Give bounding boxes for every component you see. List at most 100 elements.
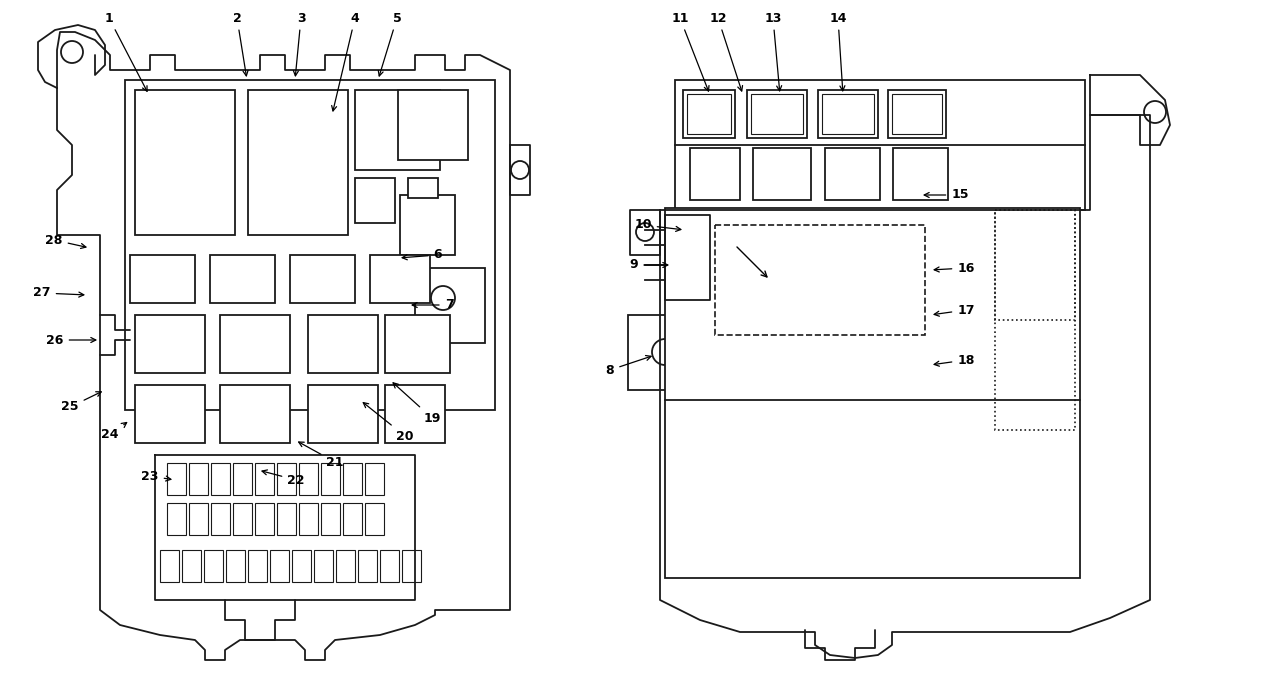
Bar <box>380 550 399 582</box>
Bar <box>166 463 185 495</box>
Bar <box>321 503 340 535</box>
Bar <box>415 268 485 343</box>
Circle shape <box>511 161 530 179</box>
Bar <box>204 550 224 582</box>
Bar <box>690 148 740 200</box>
Bar <box>277 503 296 535</box>
Bar <box>398 90 469 160</box>
Bar <box>124 80 495 410</box>
Circle shape <box>652 339 678 365</box>
Bar <box>888 90 946 138</box>
Bar <box>665 208 1080 578</box>
Bar <box>135 90 235 235</box>
Bar <box>715 225 925 335</box>
Bar <box>130 255 196 303</box>
Bar <box>337 550 356 582</box>
Text: 7: 7 <box>413 299 453 312</box>
Bar <box>994 210 1074 320</box>
Bar <box>683 90 735 138</box>
Text: 21: 21 <box>298 442 344 469</box>
Bar <box>687 94 732 134</box>
Text: 11: 11 <box>672 12 709 91</box>
Bar <box>400 195 455 255</box>
Text: 19: 19 <box>394 383 441 424</box>
Bar <box>277 463 296 495</box>
Text: 3: 3 <box>293 12 305 76</box>
Text: 17: 17 <box>935 303 975 316</box>
Text: 8: 8 <box>606 355 652 376</box>
Text: 23: 23 <box>141 469 171 482</box>
Bar <box>747 90 806 138</box>
Text: 9: 9 <box>630 258 668 271</box>
Text: 26: 26 <box>46 333 95 346</box>
Text: 13: 13 <box>765 12 782 91</box>
Bar <box>232 503 251 535</box>
Text: 2: 2 <box>232 12 248 76</box>
Bar <box>255 503 274 535</box>
Bar <box>826 148 880 200</box>
Circle shape <box>431 286 455 310</box>
Bar <box>343 503 362 535</box>
Bar <box>189 463 208 495</box>
Bar <box>298 503 318 535</box>
Bar <box>403 550 420 582</box>
Bar <box>408 178 438 198</box>
Bar <box>385 315 450 373</box>
Bar <box>893 148 947 200</box>
Text: 16: 16 <box>935 261 974 274</box>
Text: 5: 5 <box>378 12 401 76</box>
Bar <box>892 94 942 134</box>
Text: 10: 10 <box>634 218 681 231</box>
Bar <box>358 550 377 582</box>
Text: 22: 22 <box>262 470 305 486</box>
Bar <box>309 315 378 373</box>
Bar <box>248 90 348 235</box>
Text: 28: 28 <box>46 233 86 248</box>
Bar <box>135 385 204 443</box>
Bar <box>292 550 311 582</box>
Bar <box>166 503 185 535</box>
Bar <box>189 503 208 535</box>
Bar <box>210 255 276 303</box>
Bar <box>248 550 267 582</box>
Bar <box>674 80 1085 210</box>
Text: 12: 12 <box>709 12 743 91</box>
Bar <box>211 463 230 495</box>
Bar <box>220 385 290 443</box>
Text: 27: 27 <box>33 286 84 299</box>
Bar <box>370 255 431 303</box>
Bar <box>271 550 290 582</box>
Bar <box>751 94 803 134</box>
Bar <box>627 315 696 390</box>
Circle shape <box>636 223 654 241</box>
Bar <box>135 315 204 373</box>
Bar <box>818 90 878 138</box>
Bar <box>255 463 274 495</box>
Bar <box>232 463 251 495</box>
Text: 20: 20 <box>363 402 414 443</box>
Bar <box>822 94 874 134</box>
Text: 15: 15 <box>925 188 969 201</box>
Text: 25: 25 <box>61 391 102 413</box>
Text: 6: 6 <box>403 248 442 261</box>
Bar <box>309 385 378 443</box>
Text: 1: 1 <box>104 12 147 91</box>
Text: 24: 24 <box>102 423 127 441</box>
Circle shape <box>1144 101 1166 123</box>
Bar <box>314 550 333 582</box>
Text: 14: 14 <box>829 12 847 91</box>
Bar <box>994 210 1074 430</box>
Text: 18: 18 <box>935 353 974 366</box>
Bar <box>298 463 318 495</box>
Bar <box>753 148 812 200</box>
Bar <box>220 315 290 373</box>
Bar <box>211 503 230 535</box>
Bar <box>364 463 384 495</box>
Bar <box>226 550 245 582</box>
Bar <box>356 90 439 170</box>
Bar <box>290 255 356 303</box>
Bar <box>321 463 340 495</box>
Bar <box>182 550 201 582</box>
Circle shape <box>61 41 83 63</box>
Text: 4: 4 <box>331 12 359 111</box>
